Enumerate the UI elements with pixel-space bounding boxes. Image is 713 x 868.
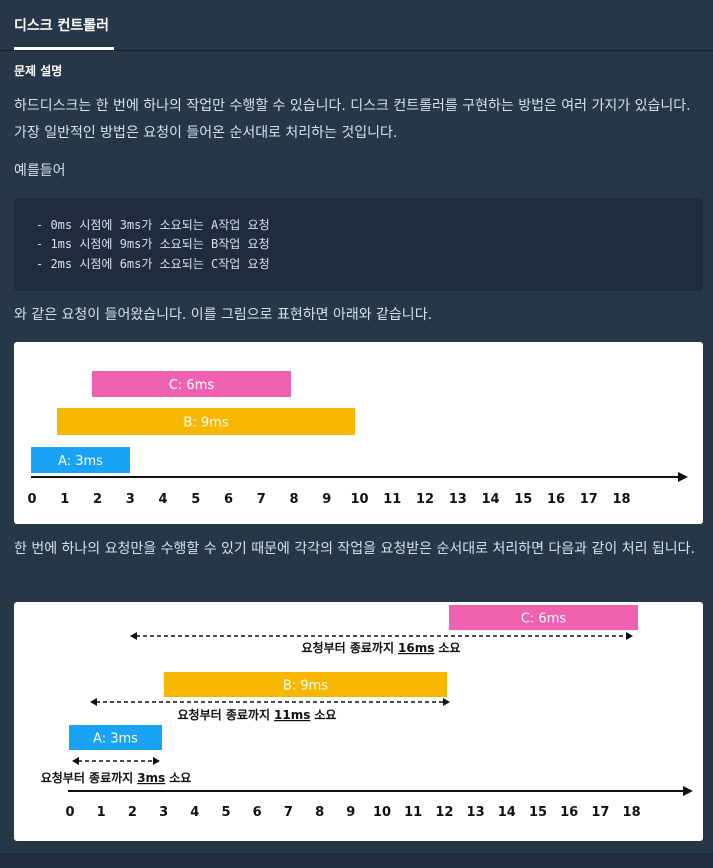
paragraph: 와 같은 요청이 들어왔습니다. 이를 그림으로 표현하면 아래와 같습니다. [14,307,433,323]
axis-arrow [678,472,688,482]
axis-label: 0 [65,805,74,820]
note-text: 요청부터 종료까지 [302,640,395,655]
code-line: - 2ms 시점에 6ms가 소요되는 C작업 요청 [36,257,270,271]
note-text: 요청부터 종료까지 [41,770,134,785]
axis-label: 5 [191,492,200,507]
note-text: 요청부터 종료까지 [178,707,271,722]
axis-label: 15 [529,805,547,820]
note-text: 소요 [438,641,460,655]
axis-label: 6 [253,805,262,820]
axis-arrow [683,786,693,796]
bar-label: B: 9ms [183,416,228,431]
axis-label: 7 [257,492,266,507]
code-line: - 1ms 시점에 9ms가 소요되는 B작업 요청 [36,237,270,251]
axis-label: 15 [514,492,532,507]
axis-label: 1 [60,492,69,507]
tab-underline [14,47,114,50]
bar [31,447,130,473]
axis-label: 8 [315,805,324,820]
axis-label: 17 [580,492,598,507]
axis-label: 14 [481,492,499,507]
axis-label: 8 [289,492,298,507]
axis-label: 4 [190,805,199,820]
axis-label: 6 [224,492,233,507]
note-text: 소요 [314,708,336,722]
bar-label: C: 6ms [169,378,215,393]
duration-note: 요청부터 종료까지 11ms 소요 [178,707,337,722]
axis-label: 9 [346,805,355,820]
code-line: - 0ms 시점에 3ms가 소요되는 A작업 요청 [36,218,270,232]
axis-label: 3 [126,492,135,507]
axis-label: 13 [449,492,467,507]
axis-label: 0 [27,492,36,507]
note-duration: 3ms [137,771,165,785]
bar-label: A: 3ms [58,454,103,469]
axis-label: 14 [498,805,516,820]
axis-label: 1 [97,805,106,820]
footer-bar [0,853,713,868]
axis-label: 18 [623,805,641,820]
paragraph: 예를들어 [14,163,66,179]
bar [449,605,638,630]
bar [69,725,162,750]
axis-label: 11 [383,492,401,507]
axis-label: 4 [158,492,167,507]
bar [164,672,447,697]
arrow-head [90,698,450,706]
axis-label: 10 [373,805,391,820]
header [0,0,713,51]
axis-label: 10 [350,492,368,507]
axis-label: 2 [128,805,137,820]
axis-label: 13 [467,805,485,820]
note-duration: 16ms [398,641,434,655]
paragraph: 한 번에 하나의 요청만을 수행할 수 있기 때문에 각각의 작업을 요청받은 … [14,541,696,557]
tab[interactable]: 디스크 컨트롤러 [14,18,110,34]
axis-label: 12 [416,492,434,507]
bar-label: C: 6ms [521,612,567,627]
axis-label: 17 [591,805,609,820]
axis-label: 11 [404,805,422,820]
duration-note: 요청부터 종료까지 16ms 소요 [302,640,461,655]
section-title: 문제 설명 [14,64,63,78]
bar-label: A: 3ms [93,732,138,747]
axis-label: 7 [284,805,293,820]
axis-label: 3 [159,805,168,820]
axis-label: 16 [547,492,565,507]
bar [92,371,291,397]
bar-label: B: 9ms [283,679,328,694]
bar [57,408,355,435]
axis-label: 5 [221,805,230,820]
code-block: - 0ms 시점에 3ms가 소요되는 A작업 요청 - 1ms 시점에 9ms… [14,198,703,291]
axis-label: 2 [93,492,102,507]
paragraph: 하드디스크는 한 번에 하나의 작업만 수행할 수 있습니다. 디스크 컨트롤러… [14,98,691,141]
axis-label: 9 [322,492,331,507]
note-duration: 11ms [274,708,310,722]
duration-note: 요청부터 종료까지 3ms 소요 [41,770,192,785]
axis-label: 16 [560,805,578,820]
axis-label: 18 [612,492,630,507]
note-text: 소요 [169,771,191,785]
axis-label: 12 [435,805,453,820]
